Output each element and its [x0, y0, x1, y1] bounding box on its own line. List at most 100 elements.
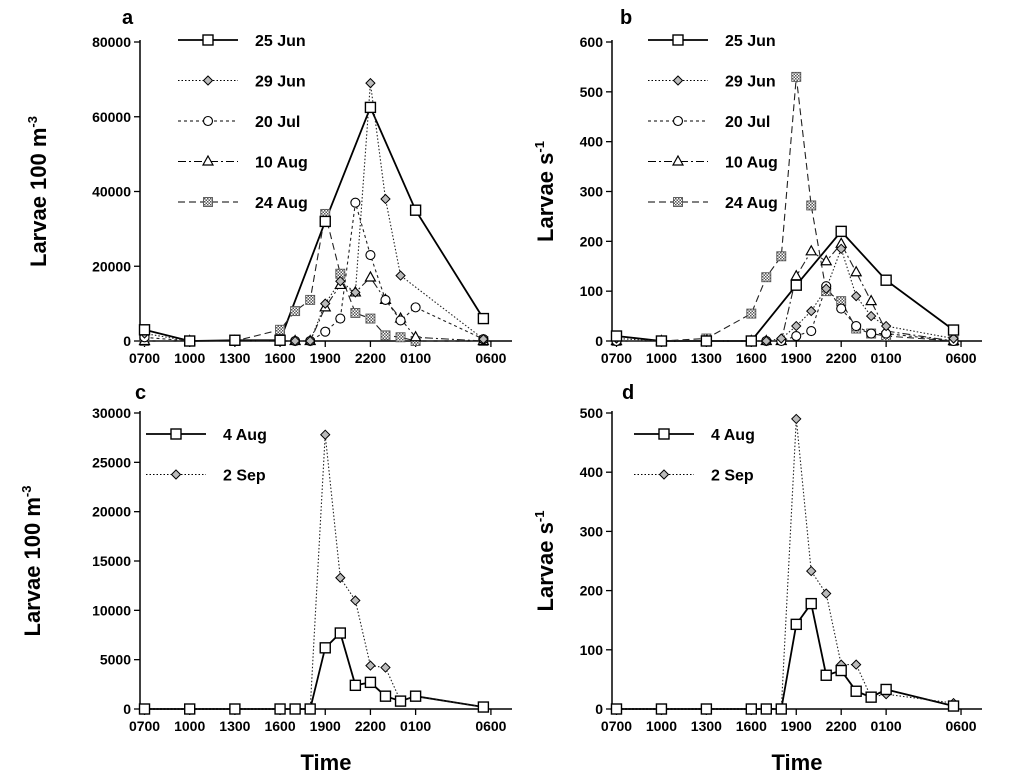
x-tick-label: 1900 — [781, 350, 812, 366]
data-point — [365, 660, 376, 671]
data-point — [791, 71, 802, 82]
y-tick-label: 30000 — [92, 405, 131, 421]
panel-a: 0 20000 40000 60000 80000 0700 1000 1300 1600 190… — [25, 7, 512, 366]
series-line-4-aug — [144, 631, 484, 710]
x-tick-label: 0600 — [945, 350, 976, 366]
data-point — [334, 627, 347, 639]
data-point — [835, 243, 847, 255]
data-point — [791, 413, 802, 425]
legend-label: 2 Sep — [711, 468, 754, 485]
data-point — [948, 333, 959, 344]
data-point — [865, 294, 878, 306]
data-point — [350, 595, 361, 606]
data-point — [821, 588, 832, 599]
y-tick-label: 200 — [580, 233, 604, 249]
legend-marker — [202, 75, 214, 86]
data-point — [806, 565, 817, 577]
legend-label: 4 Aug — [223, 427, 267, 444]
series-line-2-sep — [144, 434, 484, 710]
data-point — [700, 703, 713, 715]
data-point — [655, 335, 668, 347]
x-tick-label: 1600 — [736, 718, 767, 734]
data-point — [380, 330, 391, 341]
data-point — [409, 204, 422, 216]
series-line-20-jul — [616, 284, 954, 342]
data-point — [320, 298, 331, 309]
panel-c: 0 5000 10000 15000 20000 25000 30000 0700 1000 13… — [19, 382, 512, 775]
data-point — [820, 669, 832, 681]
x-tick-label: 1900 — [310, 350, 341, 366]
y-tick-label: 0 — [595, 701, 603, 717]
data-point — [610, 330, 623, 342]
data-point — [274, 334, 286, 346]
legend-entry: 10 Aug — [648, 155, 778, 172]
x-tick-label: 1300 — [219, 718, 250, 734]
y-tick-label: 500 — [580, 84, 604, 100]
data-point — [850, 685, 862, 697]
data-point — [290, 306, 301, 317]
data-point — [335, 275, 346, 287]
data-point — [349, 679, 362, 692]
y-tick-label: 500 — [580, 405, 604, 421]
y-tick-label: 0 — [123, 701, 131, 717]
x-tick-label: 1000 — [174, 350, 205, 366]
panel-letter: b — [620, 7, 632, 29]
data-point — [761, 272, 772, 283]
data-point — [805, 244, 818, 256]
legend-label: 2 Sep — [223, 468, 266, 485]
y-tick-label: 15000 — [92, 553, 131, 569]
x-tick-label: 1000 — [646, 718, 677, 734]
legend-marker — [202, 115, 214, 127]
data-point — [947, 700, 960, 712]
data-point — [806, 325, 817, 337]
series-line-10-aug — [616, 242, 954, 342]
data-point — [394, 695, 407, 707]
x-tick-label: 1300 — [219, 350, 250, 366]
data-point — [304, 335, 316, 347]
x-tick-label: 0700 — [601, 718, 632, 734]
y-tick-label: 600 — [580, 34, 604, 50]
data-point — [477, 312, 490, 325]
series-line-4-aug — [616, 601, 954, 710]
data-point — [700, 335, 713, 347]
data-point — [806, 200, 817, 211]
legend-label: 29 Jun — [255, 74, 306, 91]
data-point — [791, 320, 802, 332]
y-axis-title: Larvae s-1 — [532, 511, 558, 612]
data-point — [138, 703, 151, 715]
legend-entry: 25 Jun — [178, 33, 306, 50]
legend-marker — [201, 154, 215, 166]
data-point — [380, 193, 391, 205]
x-tick-label: 0100 — [400, 718, 431, 734]
panel-letter: d — [622, 382, 634, 404]
x-tick-label: 0700 — [129, 718, 160, 734]
legend-entry: 25 Jun — [648, 33, 776, 50]
panel-letter: c — [135, 382, 146, 404]
data-point — [776, 251, 787, 262]
x-tick-label: 0100 — [871, 350, 902, 366]
y-tick-label: 400 — [580, 134, 604, 150]
data-point — [365, 249, 376, 261]
legend-entry: 4 Aug — [146, 427, 267, 444]
data-point — [395, 315, 406, 326]
data-point — [275, 324, 286, 335]
series-line-20-jul — [144, 202, 484, 342]
legend-label: 25 Jun — [725, 33, 776, 50]
legend-entry: 29 Jun — [178, 74, 306, 91]
y-tick-label: 20000 — [92, 504, 131, 520]
y-tick-label: 300 — [580, 184, 604, 200]
data-point — [776, 333, 787, 344]
y-tick-label: 40000 — [92, 184, 131, 200]
x-tick-label: 2200 — [826, 718, 857, 734]
data-point — [746, 308, 757, 319]
legend-marker — [170, 469, 182, 480]
data-point — [289, 335, 301, 347]
y-tick-label: 60000 — [92, 109, 131, 125]
y-tick-label: 20000 — [92, 258, 131, 274]
y-axis-title: Larvae s-1 — [532, 141, 558, 242]
data-point — [610, 703, 623, 715]
x-tick-label: 1300 — [691, 718, 722, 734]
data-point — [319, 642, 331, 654]
legend-marker — [658, 469, 670, 480]
x-tick-label: 2200 — [355, 350, 386, 366]
